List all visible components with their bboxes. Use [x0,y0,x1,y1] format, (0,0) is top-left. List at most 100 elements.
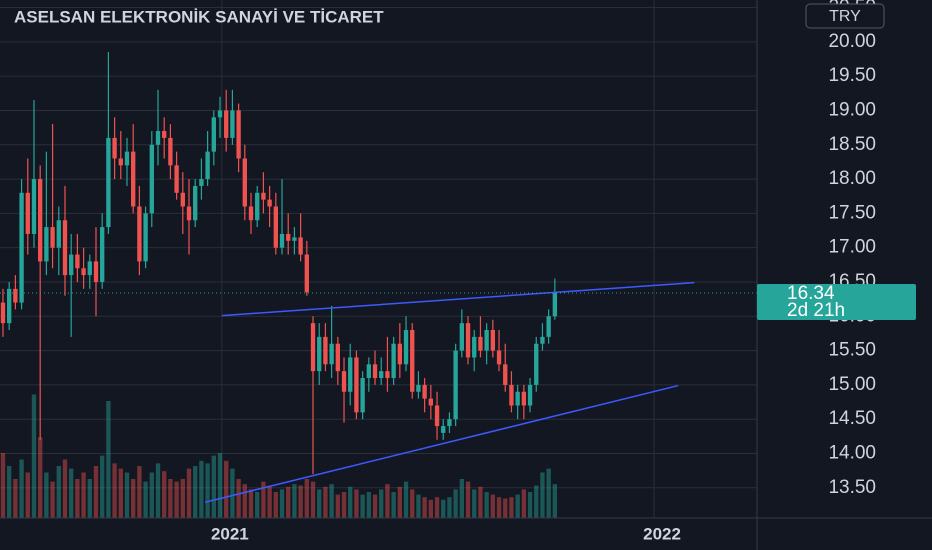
currency[interactable]: TRY [829,8,861,25]
last-price-label: 16.34 [787,283,835,304]
candle-body [0,302,6,324]
volume-bar [447,497,452,518]
candle-body [62,220,68,276]
last-price-box [757,283,916,320]
volume-bar [31,394,37,518]
volume-bar [310,481,316,518]
volume-bar [56,466,61,518]
candle-body [25,192,30,234]
candle-body [465,323,471,358]
grid [0,0,757,518]
y-tick-label: 19.50 [828,65,876,86]
volume-bar [168,479,173,518]
volume-bar [199,460,204,518]
volume-bar [465,481,471,518]
volume-bar [292,484,297,518]
y-tick-label: 19.00 [828,99,876,120]
candle-body [31,179,37,234]
candle-body [372,364,378,379]
volume-bar [155,463,161,518]
candle-body [484,330,489,351]
candle-body [279,233,285,248]
volume-bar [149,472,154,518]
candle-body [131,151,136,207]
volume-bar [372,494,378,518]
volume-bar [534,485,539,518]
candle-body [261,192,266,200]
volume-bar [236,479,241,518]
candle-body [428,398,434,406]
candle-body [168,137,173,166]
candle-body [75,254,80,269]
candle-body [496,350,502,365]
volume-bar [248,489,254,518]
volume-bar [341,492,347,518]
volume-bar [503,498,508,518]
volume-bar [317,489,322,518]
volume-bar [224,460,229,518]
candle-body [13,288,18,303]
candle-body [472,336,477,358]
volume-bar [81,472,86,518]
volume-bar [286,486,291,518]
volume-bar [397,486,403,518]
candle-body [273,206,278,248]
overlay-layer [0,281,757,503]
volume-bar [118,468,123,518]
candle-body [155,131,161,145]
candle-body [180,192,185,207]
candle-body [310,323,316,372]
volume-bar [273,492,278,518]
y-tick-label: 15.00 [828,374,876,395]
candle-body [447,419,452,427]
candle-body [137,206,142,262]
volume-bar [75,479,80,518]
volume-bar [434,497,440,518]
volume-bar [323,486,328,518]
volume-bar [354,489,359,518]
volume-bar [50,481,55,518]
candle-body [7,288,12,324]
candle-body [403,330,409,365]
candle-body [19,192,24,303]
candle-body [490,330,496,351]
volume-bar [87,479,92,518]
volume-bar [186,468,192,518]
candle-body [354,357,359,413]
candle-body [317,336,322,372]
candle-body [205,151,210,180]
x-tick-label: 2022 [643,524,681,543]
volume-bar [38,437,43,518]
volume-bar [19,459,24,518]
y-tick-label: 20.00 [828,31,876,52]
candle-body [348,357,353,392]
candle-body [112,137,117,159]
candle-body [503,364,508,385]
candle-body [236,110,241,159]
volume-bar [385,484,390,518]
volume-bar [124,472,130,518]
volume-bar [298,485,303,518]
candle-body [230,110,235,138]
price-axis: 13.5014.0014.5015.0015.5016.0016.5017.00… [828,0,876,498]
volume-bar [515,494,520,518]
volume-bar [0,453,6,518]
candle-body [360,378,365,413]
candle-body [69,254,74,276]
candle-body [453,350,458,420]
candle-body [44,227,49,262]
volume-bar [261,481,266,518]
candle-body [56,220,61,248]
currency-box[interactable] [805,3,885,29]
candle-body [410,330,415,392]
volume-bar [416,494,421,518]
volume-bar [69,468,74,518]
candle-body [441,426,446,433]
candle-body [224,110,229,138]
candle-body [335,343,340,372]
volume-bar [217,453,223,518]
countdown-label: 2d 21h [787,300,845,321]
candle-layer [0,52,558,475]
